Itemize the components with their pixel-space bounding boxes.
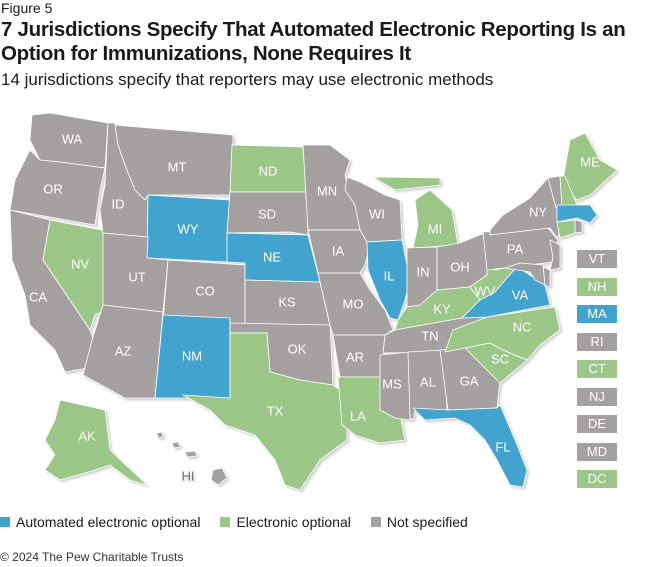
small-state-box-dc: DC [577,470,617,488]
legend-swatch-automated [0,517,10,527]
state-label-nc: NC [513,319,532,334]
state-label-id: ID [112,196,125,211]
small-state-box-nh: NH [577,277,617,296]
legend-item-automated: Automated electronic optional [0,514,200,530]
state-label-mt: MT [168,159,187,174]
state-label-me: ME [580,154,600,169]
state-ct [556,219,576,239]
state-label-ak: AK [78,428,96,443]
state-label-co: CO [195,283,215,298]
state-label-hi: HI [182,468,195,483]
state-label-ok: OK [288,341,307,356]
state-label-sd: SD [258,206,276,221]
state-hi [171,441,181,449]
state-label-al: AL [420,374,436,389]
state-hi [184,450,198,458]
state-label-ut: UT [128,269,145,284]
state-label-ms: MS [382,376,402,391]
legend-label-electronic: Electronic optional [236,514,351,530]
state-label-wy: WY [178,221,199,236]
state-label-la: LA [350,408,366,423]
state-label-mn: MN [317,183,337,198]
state-md [504,262,546,286]
state-label-ia: IA [332,243,345,258]
state-mo [317,272,394,336]
legend-item-electronic: Electronic optional [220,514,351,530]
state-fl [412,404,528,488]
state-label-fl: FL [495,439,510,454]
state-label-mo: MO [343,296,364,311]
state-label-ks: KS [278,294,296,309]
state-ms [379,351,411,421]
legend: Automated electronic optional Electronic… [0,514,488,530]
legend-label-automated: Automated electronic optional [16,514,201,530]
state-label-tn: TN [421,328,438,343]
state-label-wi: WI [369,206,385,221]
state-label-tx: TX [267,403,284,418]
legend-swatch-not-specified [370,517,381,527]
small-state-box-ri: RI [577,332,617,351]
state-or [9,149,106,226]
small-state-box-ma: MA [577,305,617,323]
state-label-va: VA [512,287,529,302]
small-state-box-ct: CT [577,360,617,378]
figure-label: Figure 5 [1,0,53,16]
state-label-in: IN [417,264,430,279]
small-state-boxes: VT NH MA RI CT NJ DE MD DC [577,250,617,498]
small-state-box-md: MD [577,442,617,461]
state-label-ca: CA [29,289,47,304]
state-label-or: OR [43,181,63,196]
state-label-ga: GA [460,373,479,388]
state-label-ny: NY [529,204,547,219]
state-label-pa: PA [507,241,524,256]
small-state-box-vt: VT [577,250,617,268]
state-label-mi: MI [428,221,442,236]
state-label-sc: SC [491,351,509,366]
state-label-nm: NM [182,348,202,363]
chart-subtitle: 14 jurisdictions specify that reporters … [1,70,494,89]
state-label-il: IL [384,268,395,283]
state-tx [182,332,348,491]
small-state-box-de: DE [577,415,617,433]
state-label-az: AZ [115,343,132,358]
state-label-wa: WA [62,131,83,146]
state-ri [574,219,583,234]
state-sd [226,191,309,236]
state-label-ar: AR [346,349,364,364]
state-hi [210,467,228,486]
state-label-nd: ND [259,163,278,178]
state-mi [412,189,459,249]
state-label-ky: KY [433,301,451,316]
state-nc [444,306,561,361]
state-nj [549,239,561,271]
legend-label-not-specified: Not specified [386,514,468,530]
state-label-wv: WV [475,283,496,298]
legend-item-not-specified: Not specified [370,514,468,530]
legend-swatch-electronic [220,517,231,527]
state-label-ne: NE [263,249,281,264]
copyright: © 2024 The Pew Charitable Trusts [0,550,184,564]
state-az [82,304,164,399]
state-mi [372,176,441,191]
state-label-nv: NV [71,256,89,271]
state-hi [156,431,164,439]
chart-title: 7 Jurisdictions Specify That Automated E… [1,18,626,65]
small-state-box-nj: NJ [577,387,617,406]
state-ak [44,399,148,486]
state-label-oh: OH [450,259,470,274]
